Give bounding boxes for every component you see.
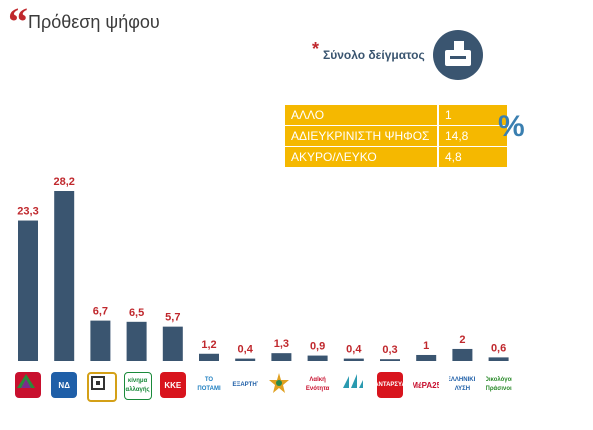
logo-text: κίνημα αλλαγής (125, 378, 150, 393)
row-label: ΑΛΛΟ (285, 105, 437, 125)
data-label-9: 0,9 (310, 341, 325, 353)
bar-11 (380, 359, 400, 361)
logo-text: ΝΔ (58, 380, 70, 390)
antarsya-logo-icon: ΑΝΤΑΡΣΥΑ (377, 372, 403, 398)
table-row: ΑΔΙΕΥΚΡΙΝΙΣΤΗ ΨΗΦΟΣ 14,8 (285, 126, 507, 146)
page-title: Πρόθεση ψήφου (28, 11, 160, 32)
data-label-8: 1,3 (274, 338, 289, 350)
quote-icon: “ (8, 0, 28, 44)
data-label-10: 0,4 (346, 344, 362, 356)
green-logo-icon: Οικολόγοι Πράσινοι (485, 372, 512, 398)
row-label: ΑΚΥΡΟ/ΛΕΥΚΟ (285, 147, 437, 167)
row-label: ΑΔΙΕΥΚΡΙΝΙΣΤΗ ΨΗΦΟΣ (285, 126, 437, 146)
bar-9 (307, 355, 328, 361)
union-centrists-logo-icon (268, 372, 295, 398)
golden-dawn-logo-icon (87, 372, 118, 402)
ballot-box-icon (432, 30, 483, 80)
logo-text: ΜέΡΑ25 (413, 380, 440, 390)
logo-text: ΤΟ ΠΟΤΑΜΙ (197, 377, 221, 392)
logo-text: Λαϊκή Ενότητα (305, 377, 330, 392)
data-label-1: 23,3 (17, 206, 38, 218)
plefsi-logo-icon (340, 372, 367, 398)
data-label-6: 1,2 (201, 339, 216, 351)
data-label-12: 1 (423, 340, 429, 352)
row-value: 1 (437, 105, 507, 125)
data-label-14: 0,6 (491, 342, 506, 354)
bar-14 (488, 357, 509, 361)
data-label-3: 6,7 (93, 306, 108, 318)
kke-logo-icon: ΚΚΕ (159, 372, 186, 398)
table-row: ΑΚΥΡΟ/ΛΕΥΚΟ 4,8 (285, 147, 507, 167)
other-table: ΑΛΛΟ 1 ΑΔΙΕΥΚΡΙΝΙΣΤΗ ΨΗΦΟΣ 14,8 ΑΚΥΡΟ/ΛΕ… (285, 104, 507, 168)
bar-5 (162, 326, 183, 361)
bar-12 (416, 354, 437, 361)
nd-logo-icon: ΝΔ (51, 372, 78, 398)
bar-3 (90, 320, 111, 361)
elliniki-lysi-logo-icon: ΕΛΛΗΝΙΚΗ ΛΥΣΗ (449, 372, 476, 398)
laiki-enotita-logo-icon: Λαϊκή Ενότητα (304, 372, 331, 398)
data-label-5: 5,7 (165, 312, 180, 324)
logo-text: ΚΚΕ (164, 380, 182, 390)
asterisk-icon: * (312, 38, 320, 59)
row-value: 4,8 (437, 147, 507, 167)
data-label-4: 6,5 (129, 307, 144, 319)
bar-6 (199, 353, 219, 361)
data-label-11: 0,3 (382, 344, 397, 356)
bar-13 (452, 348, 473, 361)
bar-7 (235, 358, 256, 361)
logo-text: ΑΝΕΞΑΡΤΗΤΟΙ (232, 381, 258, 388)
kinal-logo-icon: κίνημα αλλαγής (123, 372, 152, 400)
bar-4 (126, 321, 147, 361)
table-row: ΑΛΛΟ 1 (285, 105, 507, 125)
mera25-logo-icon: ΜέΡΑ25 (413, 372, 440, 398)
bar-10 (343, 358, 364, 361)
data-label-2: 28,2 (53, 176, 74, 188)
sample-label: Σύνολο δείγματος (323, 48, 425, 62)
syriza-logo-icon (15, 372, 41, 398)
percent-sign: % (498, 110, 525, 143)
party-logos: ΝΔ κίνημα αλλαγής ΚΚΕ ΤΟ ΠΟΤΑΜΙ ΑΝΕΞΑΡΤΗΤΟΙ Λ… (0, 372, 593, 402)
potami-logo-icon: ΤΟ ΠΟΤΑΜΙ (196, 372, 222, 398)
bar-1 (18, 220, 38, 361)
data-label-13: 2 (459, 334, 465, 346)
row-value: 14,8 (437, 126, 507, 146)
bar-2 (54, 191, 75, 361)
data-label-7: 0,4 (238, 344, 254, 356)
anel-logo-icon: ΑΝΕΞΑΡΤΗΤΟΙ (232, 372, 259, 398)
title-block: “ Πρόθεση ψήφου (8, 0, 160, 44)
sample-block: * Σύνολο δείγματος (312, 30, 483, 80)
logo-text: ΑΝΤΑΡΣΥΑ (377, 381, 403, 388)
logo-text: Οικολόγοι Πράσινοι (485, 377, 512, 392)
logo-text: ΕΛΛΗΝΙΚΗ ΛΥΣΗ (449, 377, 475, 392)
bar-8 (271, 353, 292, 361)
